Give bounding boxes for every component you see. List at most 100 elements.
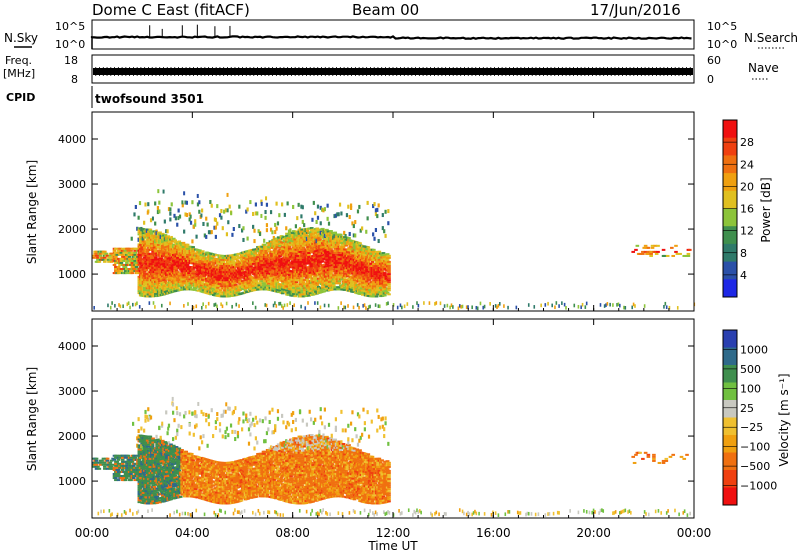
echo-cell	[278, 267, 282, 270]
echo-cell	[554, 305, 556, 310]
echo-cell	[337, 212, 340, 217]
echo-cell	[314, 278, 318, 281]
echo-cell	[173, 275, 177, 278]
echo-cell	[412, 305, 414, 309]
echo-cell	[96, 254, 100, 257]
echo-cell	[423, 301, 425, 305]
echo-cell	[634, 248, 638, 251]
echo-cell	[665, 305, 668, 310]
echo-cell	[561, 301, 563, 305]
echo-cell	[315, 233, 320, 236]
echo-cell	[327, 264, 332, 267]
echo-cell	[252, 224, 255, 229]
echo-cell	[283, 266, 288, 269]
echo-cell	[129, 249, 133, 252]
echo-cell	[286, 265, 291, 268]
echo-cell	[311, 232, 315, 235]
echo-cell	[309, 247, 314, 250]
echo-cell	[387, 264, 391, 267]
echo-cell	[682, 254, 687, 257]
echo-cell	[185, 278, 190, 281]
echo-cell	[457, 306, 460, 311]
echo-cell	[212, 255, 216, 258]
echo-cell	[242, 263, 246, 266]
echo-cell	[300, 277, 304, 280]
echo-cell	[174, 216, 177, 221]
echo-cell	[358, 305, 360, 310]
echo-cell	[327, 242, 332, 245]
echo-cell	[205, 216, 208, 221]
echo-cell	[227, 220, 230, 225]
echo-cell	[309, 235, 314, 238]
echo-cell	[158, 209, 161, 214]
echo-cell	[643, 304, 646, 308]
echo-cell	[202, 302, 204, 306]
echo-cell	[269, 240, 274, 243]
echo-cell	[223, 281, 227, 284]
echo-cell	[238, 224, 241, 229]
echo-cell	[374, 265, 379, 268]
echo-cell	[308, 237, 313, 240]
echo-cell	[184, 259, 189, 262]
echo-cell	[265, 264, 270, 267]
echo-cell	[116, 249, 121, 252]
echo-cell	[184, 212, 187, 217]
echo-cell	[365, 256, 369, 259]
echo-cell	[206, 288, 211, 291]
echo-cell	[126, 302, 129, 307]
echo-cell	[372, 281, 376, 284]
echo-cell	[289, 243, 293, 246]
echo-cell	[194, 222, 197, 227]
echo-cell	[365, 272, 369, 275]
echo-cell	[298, 285, 303, 288]
echo-cell	[378, 286, 383, 290]
colorbar-segment	[723, 261, 737, 280]
echo-cell	[544, 303, 547, 307]
echo-cell	[670, 246, 674, 249]
echo-cell	[240, 253, 245, 256]
echo-cell	[136, 226, 139, 231]
echo-cell	[265, 202, 269, 207]
echo-cell	[286, 291, 291, 294]
echo-cell	[605, 303, 607, 307]
echo-cell	[185, 263, 190, 266]
echo-cell	[303, 264, 307, 267]
echo-cell	[293, 238, 298, 241]
echo-cell	[378, 274, 383, 277]
echo-cell	[154, 256, 158, 259]
echo-cell	[624, 305, 627, 310]
colorbar-segment	[723, 137, 737, 156]
echo-cell	[352, 233, 355, 238]
echo-cell	[126, 259, 131, 262]
echo-cell	[337, 251, 342, 254]
echo-cell	[173, 261, 177, 264]
echo-cell	[209, 230, 212, 235]
nsky-frame	[91, 19, 695, 50]
echo-cell	[304, 306, 307, 310]
echo-cell	[220, 258, 224, 261]
echo-cell	[617, 302, 620, 307]
echo-cell	[330, 231, 335, 234]
echo-cell	[210, 230, 213, 235]
echo-cell	[214, 225, 217, 230]
echo-cell	[265, 256, 270, 259]
echo-cell	[479, 301, 482, 306]
echo-cell	[366, 260, 371, 263]
echo-cell	[285, 273, 289, 276]
echo-cell	[372, 204, 375, 209]
echo-cell	[369, 262, 373, 265]
echo-cell	[343, 288, 347, 291]
echo-cell	[333, 280, 338, 283]
echo-cell	[264, 288, 269, 291]
echo-cell	[229, 268, 234, 271]
echo-cell	[337, 306, 340, 310]
echo-cell	[367, 264, 372, 267]
echo-cell	[372, 267, 376, 270]
echo-cell	[282, 288, 286, 291]
echo-cell	[668, 305, 671, 310]
echo-cell	[366, 216, 369, 221]
echo-cell	[180, 266, 184, 269]
echo-cell	[373, 202, 376, 207]
echo-cell	[209, 199, 212, 204]
